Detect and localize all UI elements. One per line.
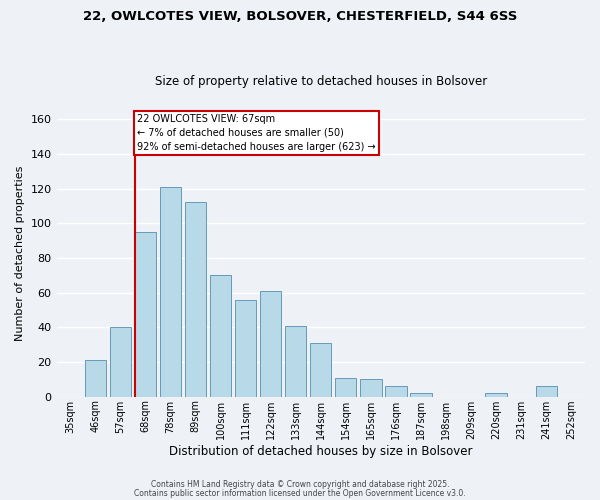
Bar (210, 276, 231, 396)
Bar (285, 326, 307, 396)
Bar (260, 291, 281, 397)
Bar (536, 386, 557, 396)
Bar (385, 386, 407, 396)
Bar (110, 328, 131, 396)
Bar (410, 393, 431, 396)
Title: Size of property relative to detached houses in Bolsover: Size of property relative to detached ho… (155, 76, 487, 88)
Bar (235, 300, 256, 396)
Bar (160, 187, 181, 396)
X-axis label: Distribution of detached houses by size in Bolsover: Distribution of detached houses by size … (169, 444, 473, 458)
Y-axis label: Number of detached properties: Number of detached properties (15, 166, 25, 342)
Text: Contains HM Land Registry data © Crown copyright and database right 2025.: Contains HM Land Registry data © Crown c… (151, 480, 449, 489)
Bar (85, 360, 106, 397)
Text: Contains public sector information licensed under the Open Government Licence v3: Contains public sector information licen… (134, 489, 466, 498)
Text: 22, OWLCOTES VIEW, BOLSOVER, CHESTERFIELD, S44 6SS: 22, OWLCOTES VIEW, BOLSOVER, CHESTERFIEL… (83, 10, 517, 23)
Text: 22 OWLCOTES VIEW: 67sqm
← 7% of detached houses are smaller (50)
92% of semi-det: 22 OWLCOTES VIEW: 67sqm ← 7% of detached… (137, 114, 376, 152)
Bar (310, 343, 331, 396)
Bar (185, 202, 206, 396)
Bar (485, 393, 507, 396)
Bar (135, 232, 156, 396)
Bar (335, 378, 356, 396)
Bar (360, 380, 382, 396)
